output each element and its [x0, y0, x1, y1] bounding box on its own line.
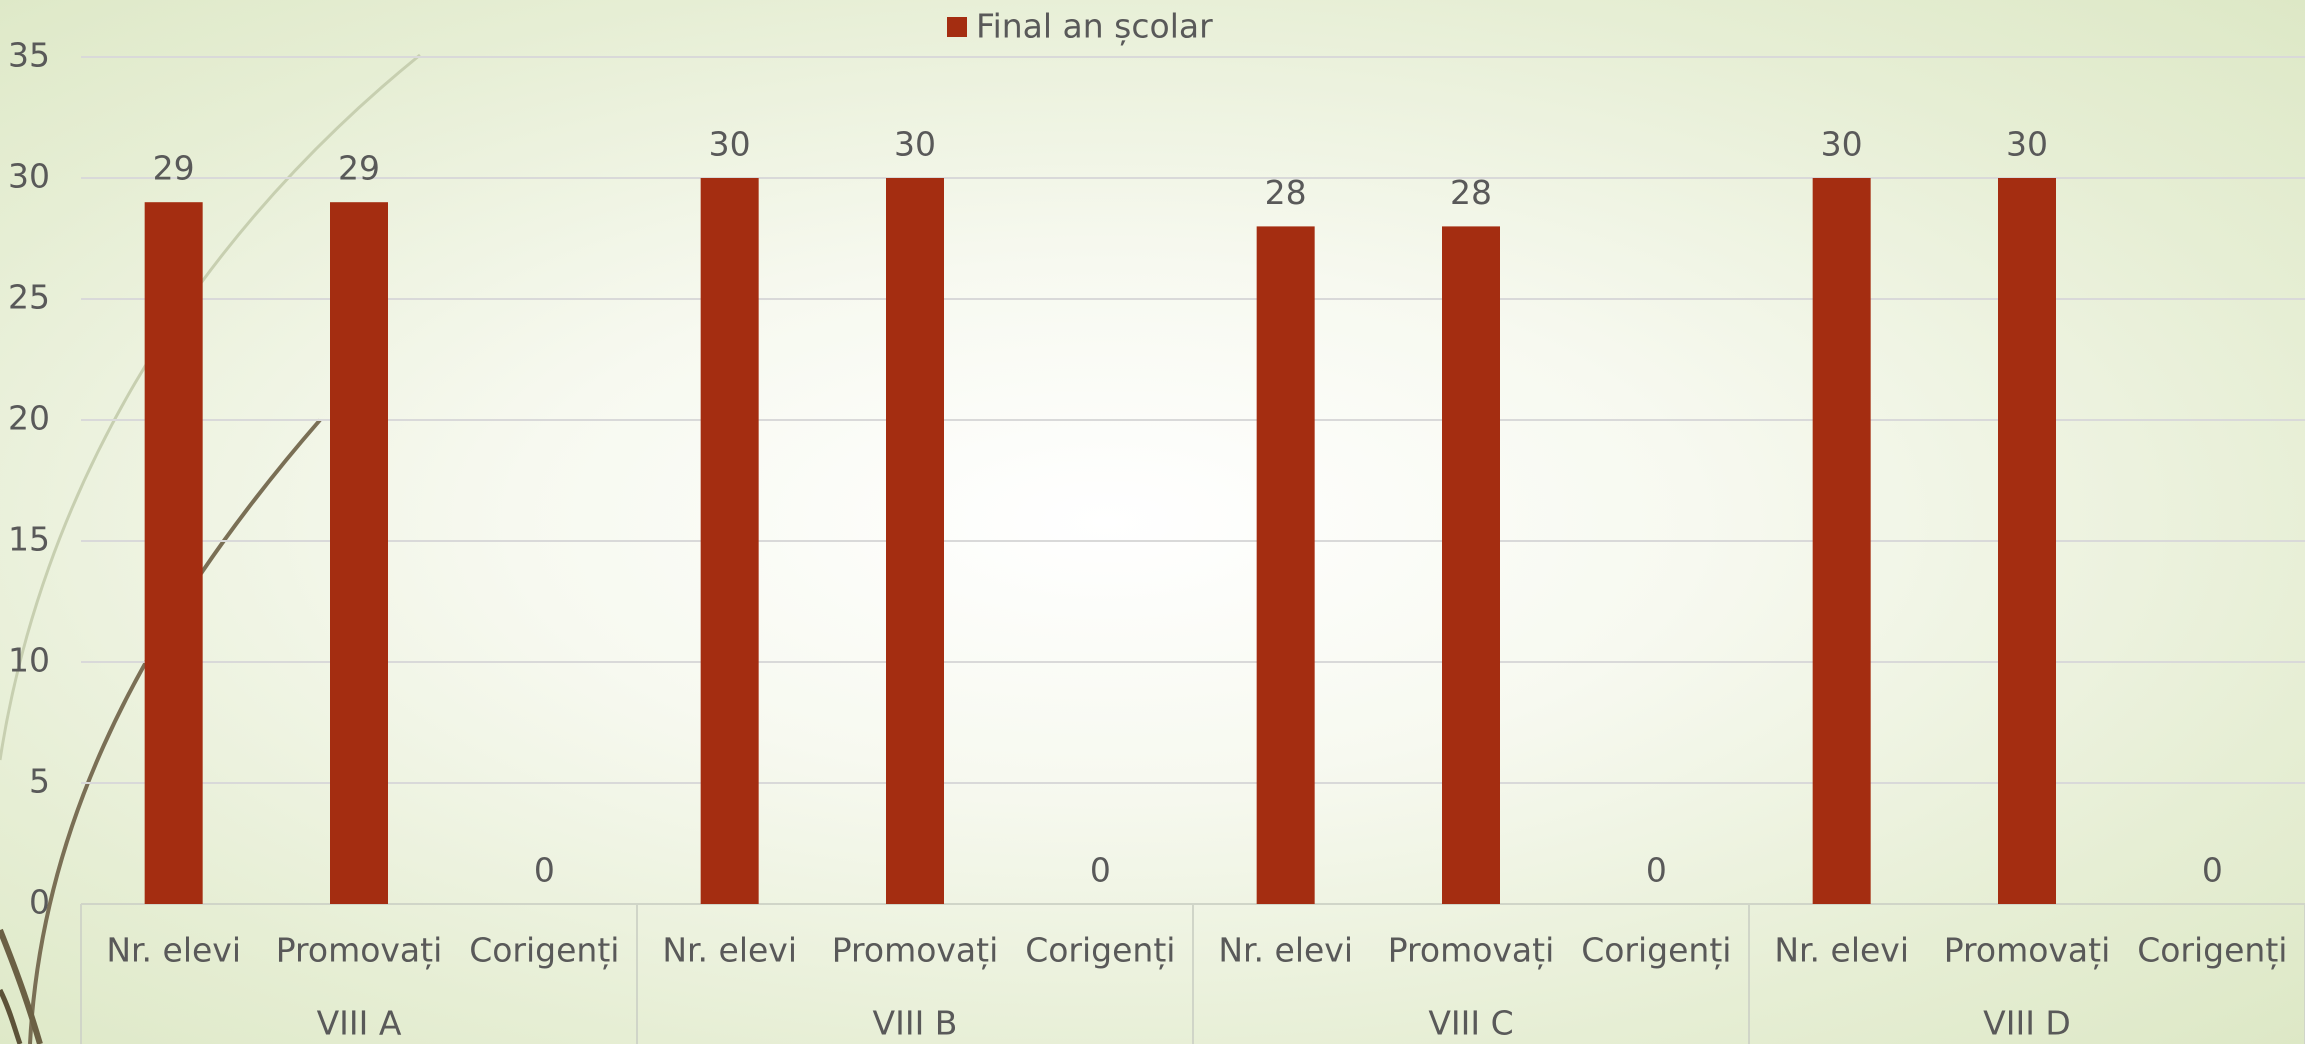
- bar: [701, 178, 759, 904]
- bar: [145, 202, 203, 904]
- x-tick-label: Corigenți: [2137, 931, 2287, 971]
- bar: [1813, 178, 1871, 904]
- x-tick-label: Corigenți: [469, 931, 619, 971]
- data-label: 29: [153, 149, 195, 188]
- x-tick-label: Nr. elevi: [662, 931, 797, 970]
- data-label: 28: [1450, 173, 1492, 212]
- data-label: 29: [338, 149, 380, 188]
- data-label: 30: [1821, 125, 1863, 164]
- x-tick-label: Nr. elevi: [1774, 931, 1909, 970]
- y-tick-label: 10: [8, 641, 50, 680]
- data-label: 0: [1090, 851, 1111, 890]
- group-label: VIII D: [1983, 1004, 2071, 1043]
- legend-swatch: [947, 17, 967, 37]
- bar: [1257, 226, 1315, 904]
- x-tick-label: Promovați: [1944, 931, 2111, 971]
- x-tick-label: Promovați: [832, 931, 999, 971]
- x-tick-label: Corigenți: [1025, 931, 1175, 971]
- bar: [330, 202, 388, 904]
- data-label: 0: [534, 851, 555, 890]
- y-tick-label: 15: [8, 520, 50, 559]
- data-label: 30: [894, 125, 936, 164]
- data-label: 30: [709, 125, 751, 164]
- data-label: 28: [1265, 173, 1307, 212]
- x-tick-label: Promovați: [276, 931, 443, 971]
- y-tick-label: 20: [8, 399, 50, 438]
- y-tick-label: 5: [29, 762, 50, 801]
- data-label: 30: [2006, 125, 2048, 164]
- y-tick-label: 0: [29, 883, 50, 922]
- bar: [886, 178, 944, 904]
- data-label: 0: [2202, 851, 2223, 890]
- bar: [1442, 226, 1500, 904]
- group-label: VIII C: [1428, 1004, 1513, 1043]
- data-label: 0: [1646, 851, 1667, 890]
- y-tick-label: 25: [8, 278, 50, 317]
- legend-label: Final an școlar: [976, 7, 1213, 46]
- chart: 0 5 10 15 20 25 30 35 VIII A VIII B VIII C VIII D 29…: [0, 0, 2305, 1044]
- group-label: VIII B: [873, 1004, 958, 1043]
- y-tick-label: 30: [8, 157, 50, 196]
- x-tick-label: Nr. elevi: [1218, 931, 1353, 970]
- group-label: VIII A: [317, 1004, 402, 1043]
- bar: [1998, 178, 2056, 904]
- y-tick-label: 35: [8, 36, 50, 75]
- x-tick-label: Corigenți: [1581, 931, 1731, 971]
- page: 0 5 10 15 20 25 30 35 VIII A VIII B VIII C VIII D 29…: [0, 0, 2305, 1044]
- x-tick-label: Nr. elevi: [106, 931, 241, 970]
- x-tick-label: Promovați: [1388, 931, 1555, 971]
